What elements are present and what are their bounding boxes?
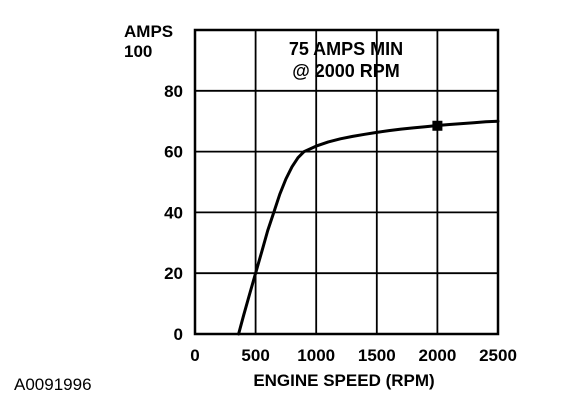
x-tick-label-2000: 2000 [418,346,456,365]
x-axis-title: ENGINE SPEED (RPM) [253,371,434,390]
x-tick-label-0: 0 [190,346,199,365]
y-tick-label-80: 80 [164,82,183,101]
series-line [237,119,500,336]
y-tick-label-60: 60 [164,143,183,162]
x-tick-label-1500: 1500 [358,346,396,365]
grid-layer [195,30,498,334]
figure-id-label: A0091996 [14,375,92,394]
data-point-marker [432,120,443,131]
y-axis-title: AMPS [124,22,173,41]
annotation-line-2: @ 2000 RPM [292,61,400,81]
x-tick-label-500: 500 [241,346,269,365]
y-tick-label-40: 40 [164,203,183,222]
x-tick-label-1000: 1000 [297,346,335,365]
y-tick-label-0: 0 [174,325,183,344]
annotation-line-1: 75 AMPS MIN [289,39,403,59]
y-tick-label-100: 100 [124,42,152,61]
x-tick-label-2500: 2500 [479,346,517,365]
y-tick-labels: 0 20 40 60 80 100 [124,42,183,344]
plot-frame [193,28,500,336]
y-tick-label-20: 20 [164,264,183,283]
x-tick-labels: 0 500 1000 1500 2000 2500 [190,346,517,365]
